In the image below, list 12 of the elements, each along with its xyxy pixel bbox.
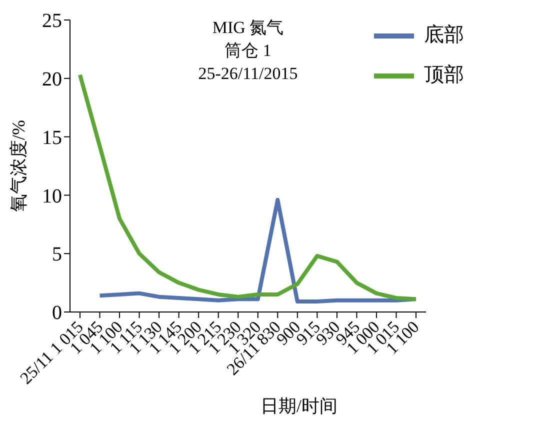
y-tick-label: 25 [42, 10, 62, 32]
text: 25-26/11/2015 [197, 63, 299, 85]
y-tick-label: 10 [42, 185, 62, 208]
y-tick-label: 15 [42, 126, 62, 149]
y-tick-label: 20 [42, 68, 62, 90]
y-axis-title: 氧气浓度/% [8, 120, 28, 212]
legend-label: 底部 [424, 24, 464, 46]
x-axis-title: 日期/时间 [259, 395, 338, 418]
y-tick-label: 0 [52, 302, 62, 324]
y-tick-label: 5 [52, 244, 62, 266]
text: MIG 氮气筒仓 1 [211, 17, 285, 62]
legend-label: 顶部 [424, 64, 464, 86]
